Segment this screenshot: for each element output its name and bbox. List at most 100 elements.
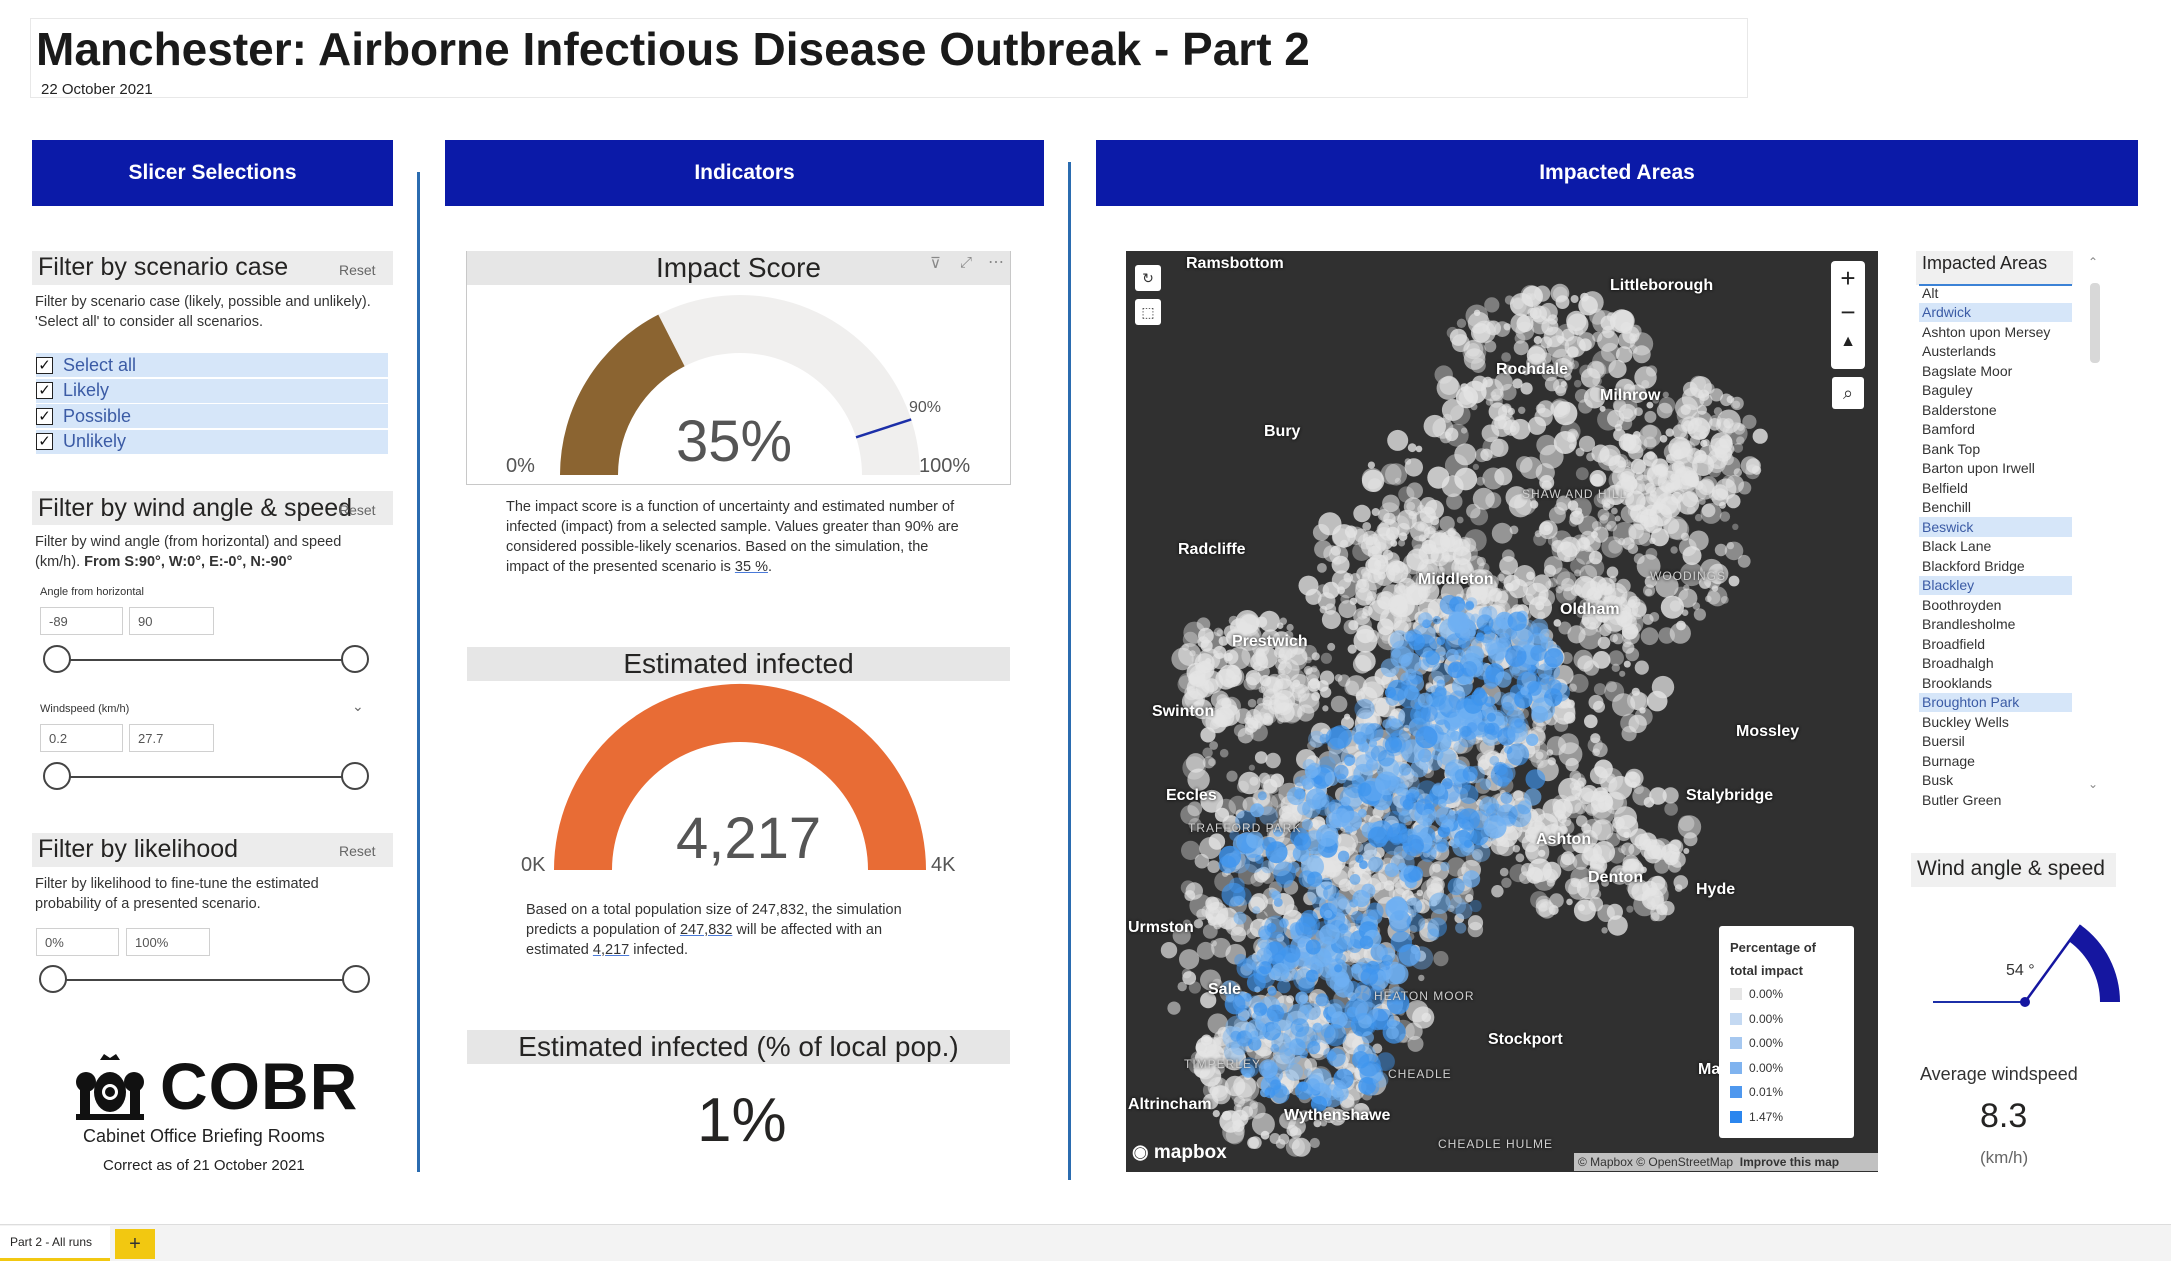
scenario-option-likely[interactable]: ✓ Likely bbox=[36, 378, 388, 403]
area-list-item[interactable]: Barton upon Irwell bbox=[1922, 460, 2035, 477]
heat-dot bbox=[1577, 897, 1595, 915]
heat-dot-high bbox=[1254, 854, 1264, 864]
speed-slider-max-thumb[interactable] bbox=[341, 762, 369, 790]
area-list-item[interactable]: Austerlands bbox=[1922, 343, 1996, 360]
area-list-item[interactable]: Bamford bbox=[1922, 421, 1975, 438]
scenario-option-possible[interactable]: ✓ Possible bbox=[36, 404, 388, 428]
area-list-item[interactable]: Broadfield bbox=[1922, 635, 1986, 652]
area-list-item[interactable]: Brooklands bbox=[1922, 674, 1993, 691]
area-list-item[interactable]: Boothroyden bbox=[1922, 596, 2002, 613]
likelihood-slider-track[interactable] bbox=[53, 979, 356, 981]
area-list-item[interactable]: Buckley Wells bbox=[1922, 713, 2009, 730]
likelihood-slider-min-thumb[interactable] bbox=[39, 965, 67, 993]
heat-dot bbox=[1272, 631, 1291, 650]
heat-dot-high bbox=[1359, 860, 1368, 870]
scroll-down-icon[interactable]: ⌄ bbox=[2088, 777, 2099, 791]
area-list-item[interactable]: Black Lane bbox=[1922, 538, 1992, 555]
zoom-in-button[interactable]: + bbox=[1840, 263, 1856, 293]
heat-dot-high bbox=[1298, 913, 1320, 935]
add-page-button[interactable]: + bbox=[115, 1229, 155, 1259]
speed-chevron-down-icon[interactable]: ⌄ bbox=[352, 698, 364, 714]
improve-map-link[interactable]: Improve this map bbox=[1739, 1155, 1840, 1169]
map-search-icon[interactable]: ⌕ bbox=[1832, 377, 1864, 409]
area-list-item[interactable]: Beswick bbox=[1919, 517, 2072, 537]
area-list-item[interactable]: Bank Top bbox=[1922, 440, 1981, 457]
angle-slider-max-thumb[interactable] bbox=[341, 645, 369, 673]
area-list-item[interactable]: Belfield bbox=[1922, 479, 1968, 496]
heat-dot bbox=[1205, 1037, 1222, 1054]
heat-dot-high bbox=[1540, 636, 1554, 650]
likelihood-min-input[interactable]: 0% bbox=[36, 928, 119, 956]
heat-dot bbox=[1321, 610, 1341, 630]
heat-dot-high bbox=[1370, 745, 1387, 762]
map-reset-icon[interactable]: ↻ bbox=[1135, 265, 1161, 291]
checkbox-checked-icon[interactable]: ✓ bbox=[36, 356, 53, 374]
heat-dot bbox=[1528, 858, 1552, 883]
area-list-item[interactable]: Baguley bbox=[1922, 382, 1973, 399]
likelihood-reset-button[interactable]: Reset bbox=[339, 843, 376, 859]
area-list-item[interactable]: Ardwick bbox=[1919, 302, 2072, 322]
area-list-item[interactable]: Buersil bbox=[1922, 733, 1965, 750]
compass-button[interactable]: ▲ bbox=[1840, 333, 1856, 350]
slicer-header: Slicer Selections bbox=[32, 140, 393, 206]
area-list-item[interactable]: Broughton Park bbox=[1919, 692, 2072, 712]
angle-slider-track[interactable] bbox=[57, 659, 355, 661]
areas-scrollbar[interactable] bbox=[2090, 283, 2100, 363]
angle-slider-min-thumb[interactable] bbox=[43, 645, 71, 673]
scenario-reset-button[interactable]: Reset bbox=[339, 262, 376, 278]
heat-dot bbox=[1553, 619, 1562, 627]
heat-dot-high bbox=[1310, 1095, 1328, 1112]
heat-dot bbox=[1207, 906, 1229, 928]
speed-max-input[interactable]: 27.7 bbox=[129, 724, 214, 752]
scenario-option-select-all[interactable]: ✓ Select all bbox=[36, 353, 388, 377]
impact-map[interactable]: Ramsbottom Littleborough Rochdale Milnrow Bu… bbox=[1126, 251, 1878, 1172]
speed-min-input[interactable]: 0.2 bbox=[40, 724, 123, 752]
heat-dot bbox=[1278, 1069, 1300, 1090]
heat-dot bbox=[1578, 435, 1596, 452]
likelihood-slider-max-thumb[interactable] bbox=[342, 965, 370, 993]
more-options-icon[interactable]: ⋯ bbox=[988, 254, 1004, 271]
speed-slider-min-thumb[interactable] bbox=[43, 762, 71, 790]
infected-max-label: 4K bbox=[931, 854, 956, 876]
heat-dot bbox=[1353, 504, 1371, 523]
area-list-item[interactable]: Blackford Bridge bbox=[1922, 557, 2025, 574]
heat-dot-high bbox=[1422, 650, 1440, 668]
scenario-option-unlikely[interactable]: ✓ Unlikely bbox=[36, 429, 388, 454]
area-list-item[interactable]: Busk bbox=[1922, 772, 1954, 789]
area-list-item[interactable]: Balderstone bbox=[1922, 401, 1997, 418]
heat-dot bbox=[1181, 840, 1201, 861]
angle-max-input[interactable]: 90 bbox=[129, 607, 214, 635]
area-list-item[interactable]: Ashton upon Mersey bbox=[1922, 323, 2051, 340]
heat-dot bbox=[1625, 647, 1640, 662]
impact-target-label: 90% bbox=[909, 399, 942, 416]
wind-reset-button[interactable]: Reset bbox=[339, 502, 376, 518]
checkbox-checked-icon[interactable]: ✓ bbox=[36, 407, 53, 425]
area-list-item[interactable]: Broadhalgh bbox=[1922, 655, 1994, 672]
area-list-item[interactable]: Alt bbox=[1922, 284, 1939, 301]
heat-dot bbox=[1446, 326, 1459, 339]
tab-part-2-all-runs[interactable]: Part 2 - All runs bbox=[0, 1226, 110, 1261]
likelihood-max-input[interactable]: 100% bbox=[126, 928, 210, 956]
area-list-item[interactable]: Butler Green bbox=[1922, 791, 2002, 808]
area-list-item[interactable]: Brandlesholme bbox=[1922, 616, 2016, 633]
heat-dot bbox=[1592, 840, 1616, 864]
area-list-item[interactable]: Blackley bbox=[1919, 575, 2072, 595]
checkbox-checked-icon[interactable]: ✓ bbox=[36, 382, 53, 399]
heat-dot bbox=[1209, 741, 1218, 750]
heat-dot-high bbox=[1273, 861, 1297, 885]
area-list-item[interactable]: Burnage bbox=[1922, 752, 1975, 769]
mapbox-logo[interactable]: ◉ mapbox bbox=[1132, 1141, 1227, 1164]
map-select-icon[interactable]: ⬚ bbox=[1135, 299, 1161, 325]
checkbox-checked-icon[interactable]: ✓ bbox=[36, 433, 53, 450]
angle-min-input[interactable]: -89 bbox=[40, 607, 123, 635]
heat-dot bbox=[1186, 753, 1206, 773]
filter-icon[interactable]: ⊽ bbox=[930, 255, 941, 272]
area-list-item[interactable]: Benchill bbox=[1922, 499, 1972, 516]
heat-dot bbox=[1309, 1137, 1320, 1149]
heat-dot bbox=[1189, 894, 1213, 918]
speed-slider-track[interactable] bbox=[57, 776, 355, 778]
zoom-out-button[interactable]: − bbox=[1840, 297, 1856, 327]
scroll-up-icon[interactable]: ⌃ bbox=[2088, 255, 2099, 269]
area-list-item[interactable]: Bagslate Moor bbox=[1922, 362, 2013, 379]
focus-mode-icon[interactable]: ⤢ bbox=[960, 254, 973, 271]
